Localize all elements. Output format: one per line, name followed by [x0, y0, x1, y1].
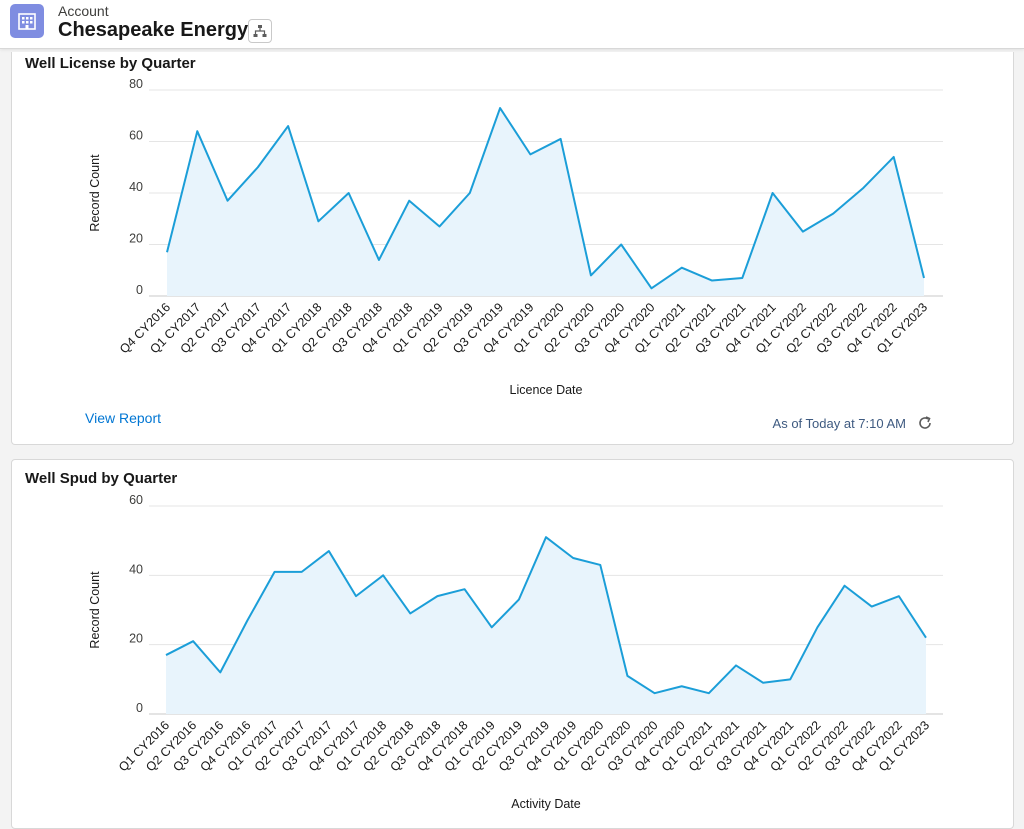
y-tick-label: 60	[129, 129, 143, 143]
view-hierarchy-button[interactable]	[248, 19, 272, 43]
view-report-link[interactable]: View Report	[85, 410, 162, 426]
y-tick-label: 0	[136, 701, 143, 715]
data-point[interactable]	[497, 105, 503, 111]
card-title: Well Spud by Quarter	[25, 470, 178, 487]
data-point[interactable]	[597, 562, 603, 568]
well-spud-card: Well Spud by Quarter 0 20 40 60 Q1 CY2016 Q2 …	[11, 459, 1014, 829]
data-point[interactable]	[770, 190, 776, 196]
data-point[interactable]	[814, 624, 820, 630]
y-tick-label: 20	[129, 632, 143, 646]
data-point[interactable]	[163, 652, 169, 658]
as-of-timestamp: As of Today at 7:10 AM	[772, 416, 906, 431]
data-point[interactable]	[467, 190, 473, 196]
data-point[interactable]	[437, 223, 443, 229]
y-tick-label: 60	[129, 493, 143, 507]
series-line	[166, 107, 925, 290]
data-point[interactable]	[618, 242, 624, 248]
data-point[interactable]	[860, 185, 866, 191]
data-point[interactable]	[353, 593, 359, 599]
area-fill	[166, 537, 926, 714]
y-axis-title: Record Count	[88, 571, 102, 649]
data-point[interactable]	[733, 662, 739, 668]
data-point[interactable]	[787, 676, 793, 682]
data-point[interactable]	[407, 610, 413, 616]
area-fill	[167, 108, 924, 297]
data-point[interactable]	[709, 278, 715, 284]
data-point[interactable]	[543, 534, 549, 540]
y-tick-label: 80	[129, 77, 143, 91]
x-axis-title: Activity Date	[511, 797, 581, 811]
hierarchy-icon	[253, 25, 267, 37]
data-point[interactable]	[255, 164, 261, 170]
data-point[interactable]	[346, 190, 352, 196]
data-point[interactable]	[489, 624, 495, 630]
record-name: Chesapeake Energy	[58, 19, 249, 41]
data-point[interactable]	[406, 198, 412, 204]
data-point[interactable]	[739, 275, 745, 281]
card-title: Well License by Quarter	[25, 55, 196, 72]
data-point[interactable]	[891, 154, 897, 160]
data-point[interactable]	[588, 272, 594, 278]
data-point[interactable]	[648, 285, 654, 291]
y-tick-label: 20	[129, 232, 143, 246]
data-point[interactable]	[190, 638, 196, 644]
data-point[interactable]	[164, 249, 170, 255]
data-point[interactable]	[652, 690, 658, 696]
data-point[interactable]	[217, 669, 223, 675]
data-point[interactable]	[326, 548, 332, 554]
data-point[interactable]	[706, 690, 712, 696]
data-point[interactable]	[272, 569, 278, 575]
data-point[interactable]	[869, 604, 875, 610]
data-point[interactable]	[896, 593, 902, 599]
data-point[interactable]	[315, 218, 321, 224]
data-point[interactable]	[244, 617, 250, 623]
data-point[interactable]	[527, 151, 533, 157]
well-license-card: Well License by Quarter 0 20 40 60 80 Q4 CY20…	[11, 52, 1014, 445]
data-point[interactable]	[921, 275, 927, 281]
data-point[interactable]	[923, 635, 929, 641]
data-point[interactable]	[760, 680, 766, 686]
data-point[interactable]	[194, 128, 200, 134]
data-point[interactable]	[376, 257, 382, 263]
data-point[interactable]	[434, 593, 440, 599]
refresh-icon[interactable]	[917, 415, 933, 431]
data-point[interactable]	[285, 123, 291, 129]
object-label: Account	[58, 3, 109, 19]
data-point[interactable]	[679, 683, 685, 689]
data-point[interactable]	[558, 136, 564, 142]
data-point[interactable]	[800, 229, 806, 235]
record-header: Account Chesapeake Energy	[0, 0, 1024, 49]
data-point[interactable]	[624, 673, 630, 679]
y-axis-title: Record Count	[88, 154, 102, 232]
building-icon	[10, 4, 44, 38]
data-point[interactable]	[380, 572, 386, 578]
data-point[interactable]	[516, 597, 522, 603]
data-point[interactable]	[462, 586, 468, 592]
data-point[interactable]	[570, 555, 576, 561]
y-tick-label: 40	[129, 180, 143, 194]
x-axis-title: Licence Date	[510, 383, 583, 397]
data-point[interactable]	[299, 569, 305, 575]
data-point[interactable]	[679, 265, 685, 271]
y-tick-label: 0	[136, 283, 143, 297]
y-tick-label: 40	[129, 562, 143, 576]
series-line	[165, 536, 927, 695]
data-point[interactable]	[842, 583, 848, 589]
data-point[interactable]	[225, 198, 231, 204]
data-point[interactable]	[830, 211, 836, 217]
